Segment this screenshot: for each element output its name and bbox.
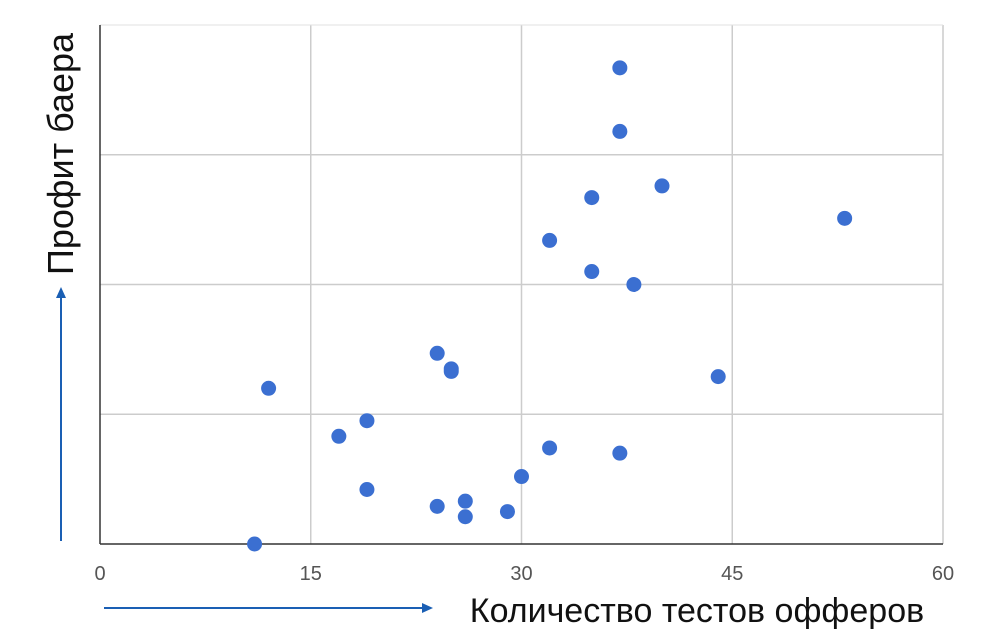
data-point (331, 428, 347, 444)
x-tick-label: 45 (721, 563, 743, 585)
data-point (584, 190, 600, 206)
x-tick-label: 0 (94, 563, 105, 585)
y-axis-title: Профит баера (40, 32, 81, 275)
data-point (359, 482, 375, 498)
x-axis-title: Количество тестов офферов (470, 592, 924, 630)
data-point (247, 536, 263, 552)
data-point (457, 493, 473, 509)
data-point (443, 363, 459, 379)
data-point (612, 445, 628, 461)
data-point (359, 413, 375, 429)
x-tick-labels: 0 15 30 45 60 (94, 563, 954, 585)
gridlines (100, 24, 944, 544)
x-tick-label: 60 (932, 563, 954, 585)
data-point (261, 380, 277, 396)
x-axis-arrow (104, 603, 433, 613)
data-point (429, 498, 445, 514)
data-point (542, 232, 558, 248)
data-point (654, 178, 670, 194)
data-point (542, 440, 558, 456)
data-point (612, 60, 628, 76)
data-point (429, 345, 445, 361)
y-axis-arrow (56, 287, 66, 541)
data-points (247, 60, 853, 552)
data-point (626, 277, 642, 292)
data-point (710, 369, 726, 385)
data-point (584, 264, 600, 280)
x-tick-label: 15 (300, 563, 322, 585)
data-point (457, 509, 473, 525)
axes (99, 25, 943, 545)
data-point (612, 123, 628, 139)
data-point (499, 504, 515, 520)
data-point (514, 469, 529, 485)
x-tick-label: 30 (510, 563, 532, 585)
data-point (837, 210, 853, 226)
